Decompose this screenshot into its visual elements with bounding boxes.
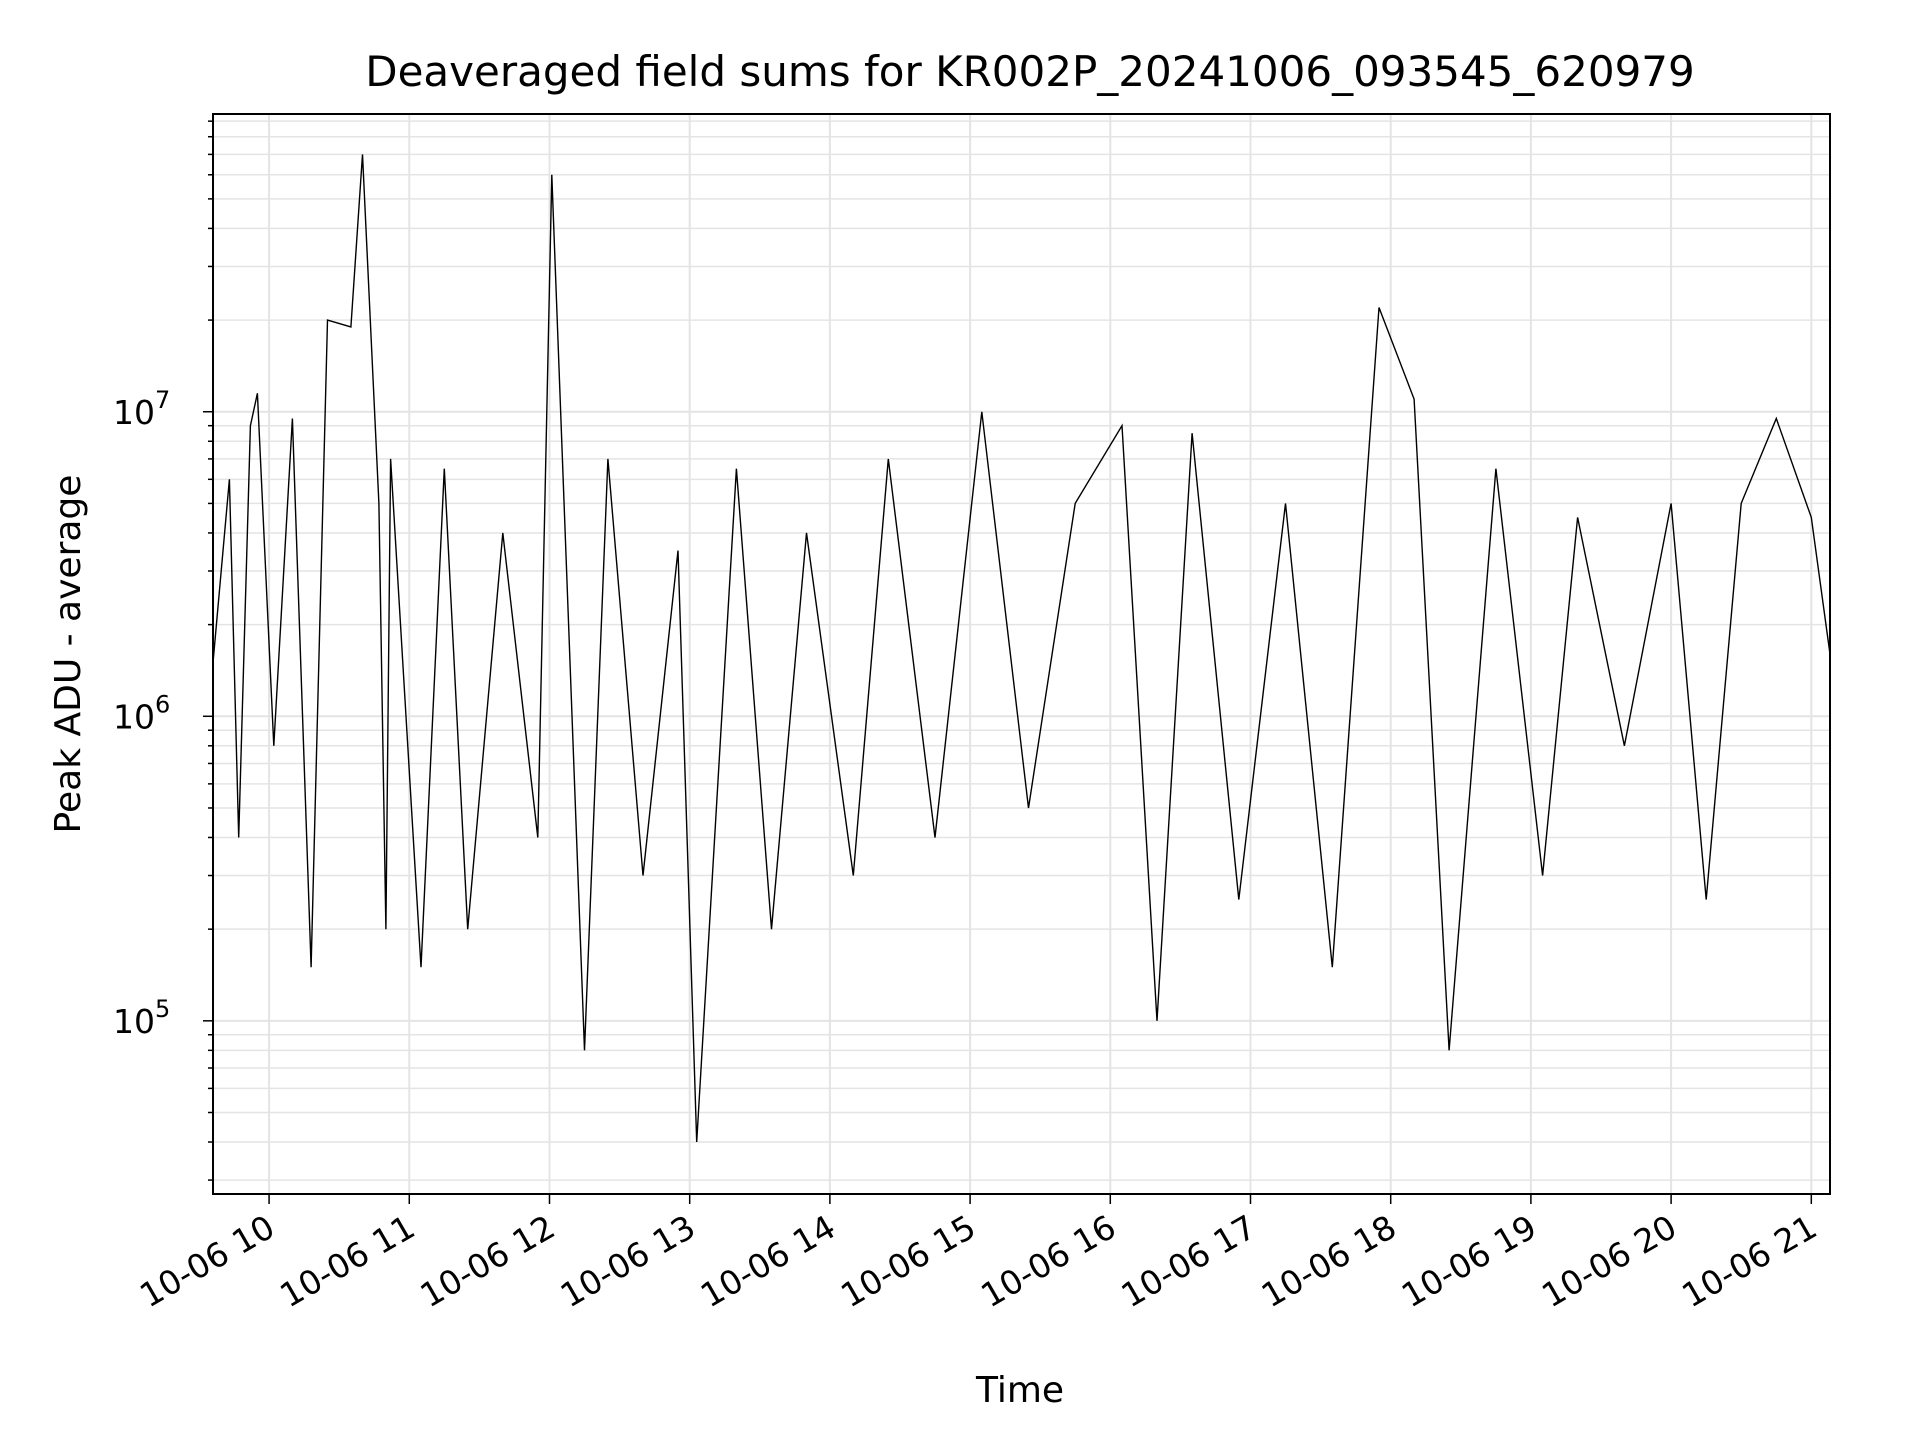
x-tick-label: 10-06 20 xyxy=(1535,1207,1683,1315)
x-tick-label: 10-06 17 xyxy=(1115,1207,1263,1315)
x-tick-label: 10-06 12 xyxy=(413,1207,561,1315)
x-tick-label: 10-06 16 xyxy=(974,1207,1122,1315)
x-tick-label: 10-06 21 xyxy=(1675,1207,1823,1315)
x-tick-label: 10-06 14 xyxy=(694,1207,842,1315)
x-tick-label: 10-06 18 xyxy=(1255,1207,1403,1315)
x-tick-label: 10-06 10 xyxy=(133,1207,281,1315)
x-axis-label: Time xyxy=(975,1370,1064,1411)
x-tick-label: 10-06 11 xyxy=(273,1207,421,1315)
grid-lines xyxy=(213,114,1830,1194)
x-tick-label: 10-06 13 xyxy=(554,1207,702,1315)
y-axis-label: Peak ADU - average xyxy=(48,475,89,834)
series-line xyxy=(212,154,1831,1143)
x-tick-label: 10-06 19 xyxy=(1395,1207,1543,1315)
series-layer xyxy=(212,154,1831,1143)
plot-frame xyxy=(212,113,1831,1195)
chart-title: Deaveraged field sums for KR002P_2024100… xyxy=(365,47,1695,96)
y-tick-label: 107 xyxy=(113,386,170,432)
y-tick-label: 106 xyxy=(113,690,170,736)
x-tick-label: 10-06 15 xyxy=(834,1207,982,1315)
y-axis: 105 106 107 xyxy=(113,120,213,1181)
y-tick-label: 105 xyxy=(113,995,170,1041)
